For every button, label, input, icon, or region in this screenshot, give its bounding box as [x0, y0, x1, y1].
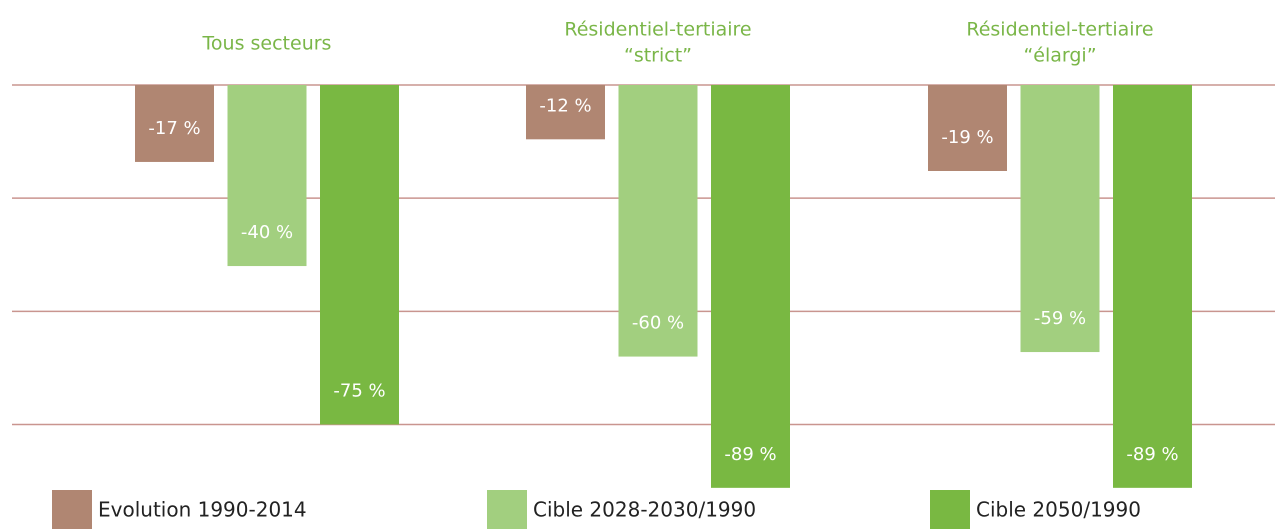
value-label: -59 %: [1034, 308, 1086, 329]
value-label: -60 %: [632, 313, 684, 334]
bar: [928, 85, 1007, 171]
legend-label: Evolution 1990-2014: [98, 498, 307, 522]
bar: [1020, 85, 1100, 353]
bar: [227, 85, 307, 267]
value-label: -19 %: [941, 127, 993, 148]
legend-label: Cible 2028-2030/1990: [533, 498, 756, 522]
value-label: -12 %: [539, 95, 591, 116]
category-label: Tous secteurs: [202, 33, 332, 55]
category-label: Résidentiel-tertiaire: [966, 19, 1153, 41]
legend-swatch: [52, 490, 92, 529]
legend-label: Cible 2050/1990: [976, 498, 1141, 522]
legend-swatch: [930, 490, 970, 529]
value-label: -40 %: [241, 222, 293, 243]
value-label: -17 %: [148, 118, 200, 139]
value-label: -89 %: [724, 444, 776, 465]
category-label: Résidentiel-tertiaire: [564, 19, 751, 41]
bar: [1113, 85, 1192, 488]
bar: [135, 85, 214, 162]
value-label: -75 %: [333, 380, 385, 401]
value-label: -89 %: [1126, 444, 1178, 465]
bar: [711, 85, 790, 488]
category-label: “strict”: [624, 45, 692, 67]
bar: [526, 85, 605, 140]
category-label: “élargi”: [1023, 45, 1096, 67]
bar: [320, 85, 399, 425]
legend-swatch: [487, 490, 527, 529]
bar: [618, 85, 698, 357]
